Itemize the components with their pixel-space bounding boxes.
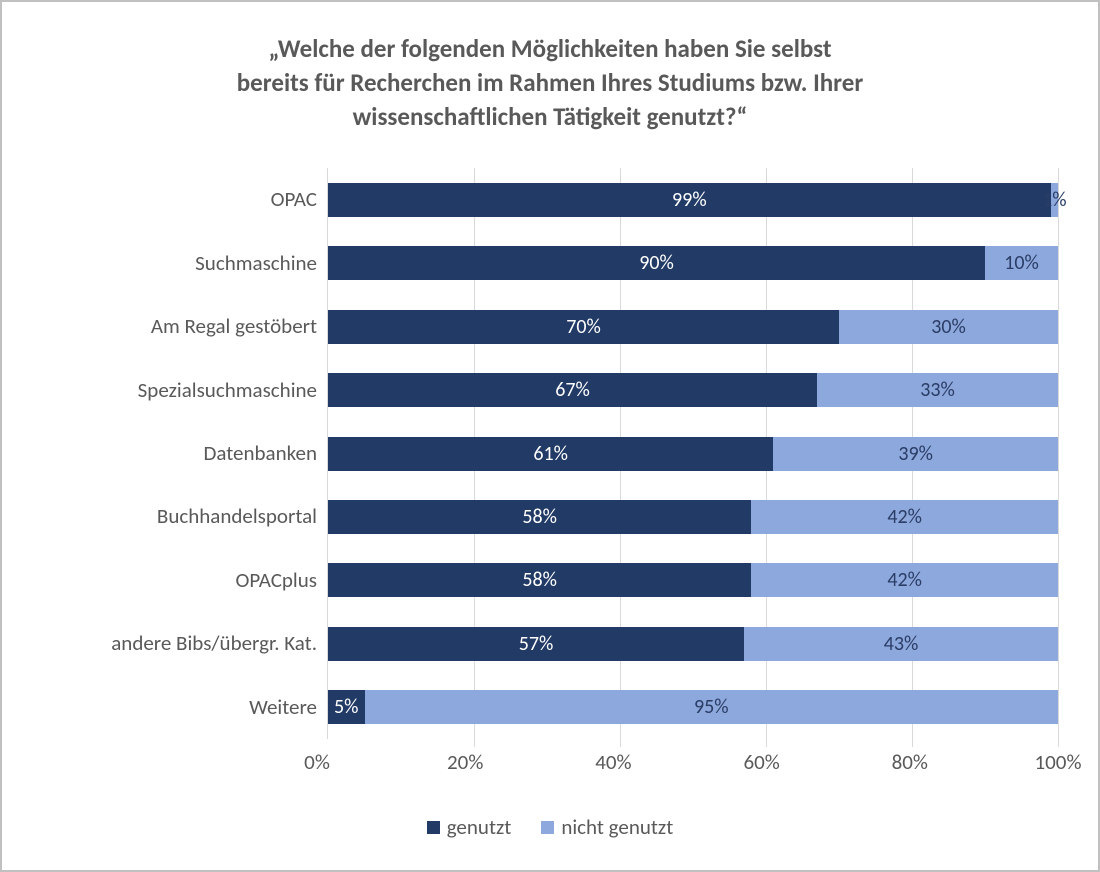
bar-row: 61%39% bbox=[328, 437, 1058, 471]
bar-row: 90%10% bbox=[328, 246, 1058, 280]
bar-row: 70%30% bbox=[328, 310, 1058, 344]
y-axis-labels: OPAC Suchmaschine Am Regal gestöbert Spezia… bbox=[42, 168, 327, 739]
bar-segment-nicht_genutzt: 95% bbox=[365, 690, 1059, 724]
bar-row: 67%33% bbox=[328, 373, 1058, 407]
legend-item-genutzt: genutzt bbox=[427, 814, 512, 840]
gridline bbox=[1058, 168, 1059, 747]
title-line-1: bereits für Recherchen im Rahmen Ihres S… bbox=[237, 67, 864, 98]
legend-label-nicht-genutzt: nicht genutzt bbox=[561, 814, 673, 840]
bar-segment-genutzt: 99% bbox=[328, 183, 1051, 217]
x-tick-label: 0% bbox=[304, 749, 330, 775]
bar-segment-genutzt: 58% bbox=[328, 563, 751, 597]
y-axis-category-label: Datenbanken bbox=[42, 442, 317, 465]
y-axis-category-label: OPACplus bbox=[42, 569, 317, 592]
bar-segment-genutzt: 61% bbox=[328, 437, 773, 471]
legend-swatch-genutzt bbox=[427, 821, 440, 834]
title-line-2: wissenschaftlichen Tätigkeit genutzt?“ bbox=[353, 101, 748, 132]
x-tick-label: 100% bbox=[1035, 749, 1082, 775]
y-axis-category-label: andere Bibs/übergr. Kat. bbox=[42, 632, 317, 655]
bars-area: 99%1%90%10%70%30%67%33%61%39%58%42%58%42… bbox=[327, 168, 1058, 739]
bar-row: 99%1% bbox=[328, 183, 1058, 217]
y-axis-category-label: Suchmaschine bbox=[42, 252, 317, 275]
bar-segment-nicht_genutzt: 42% bbox=[751, 500, 1058, 534]
chart-frame: „Welche der folgenden Möglichkeiten habe… bbox=[0, 0, 1100, 872]
y-axis-category-label: Buchhandelsportal bbox=[42, 505, 317, 528]
x-tick-label: 20% bbox=[447, 749, 483, 775]
bar-segment-nicht_genutzt: 1% bbox=[1051, 183, 1058, 217]
x-axis: 0%20%40%60%80%100% bbox=[42, 749, 1058, 779]
bar-segment-nicht_genutzt: 42% bbox=[751, 563, 1058, 597]
chart-title: „Welche der folgenden Möglichkeiten habe… bbox=[42, 32, 1058, 133]
bar-segment-genutzt: 67% bbox=[328, 373, 817, 407]
bar-segment-nicht_genutzt: 39% bbox=[773, 437, 1058, 471]
bar-row: 58%42% bbox=[328, 500, 1058, 534]
y-axis-category-label: Am Regal gestöbert bbox=[42, 315, 317, 338]
x-tick-label: 40% bbox=[595, 749, 631, 775]
x-tick-label: 60% bbox=[743, 749, 779, 775]
bar-row: 5%95% bbox=[328, 690, 1058, 724]
bar-segment-genutzt: 70% bbox=[328, 310, 839, 344]
bar-segment-nicht_genutzt: 10% bbox=[985, 246, 1058, 280]
bar-segment-nicht_genutzt: 43% bbox=[744, 627, 1058, 661]
legend-item-nicht-genutzt: nicht genutzt bbox=[541, 814, 673, 840]
legend-swatch-nicht-genutzt bbox=[541, 821, 554, 834]
x-tick-label: 80% bbox=[892, 749, 928, 775]
bar-segment-nicht_genutzt: 30% bbox=[839, 310, 1058, 344]
title-line-0: „Welche der folgenden Möglichkeiten habe… bbox=[268, 33, 831, 64]
legend-label-genutzt: genutzt bbox=[447, 814, 512, 840]
y-axis-category-label: Weitere bbox=[42, 696, 317, 719]
y-axis-category-label: Spezialsuchmaschine bbox=[42, 379, 317, 402]
bar-segment-genutzt: 5% bbox=[328, 690, 365, 724]
plot-area: OPAC Suchmaschine Am Regal gestöbert Spezia… bbox=[42, 168, 1058, 739]
bar-row: 57%43% bbox=[328, 627, 1058, 661]
bar-segment-genutzt: 90% bbox=[328, 246, 985, 280]
bar-segment-genutzt: 58% bbox=[328, 500, 751, 534]
bar-segment-nicht_genutzt: 33% bbox=[817, 373, 1058, 407]
y-axis-category-label: OPAC bbox=[42, 188, 317, 211]
x-axis-ticks: 0%20%40%60%80%100% bbox=[317, 749, 1058, 779]
bar-row: 58%42% bbox=[328, 563, 1058, 597]
x-axis-spacer bbox=[42, 749, 317, 779]
legend: genutzt nicht genutzt bbox=[42, 814, 1058, 840]
bar-segment-genutzt: 57% bbox=[328, 627, 744, 661]
plot-wrapper: OPAC Suchmaschine Am Regal gestöbert Spezia… bbox=[42, 168, 1058, 840]
